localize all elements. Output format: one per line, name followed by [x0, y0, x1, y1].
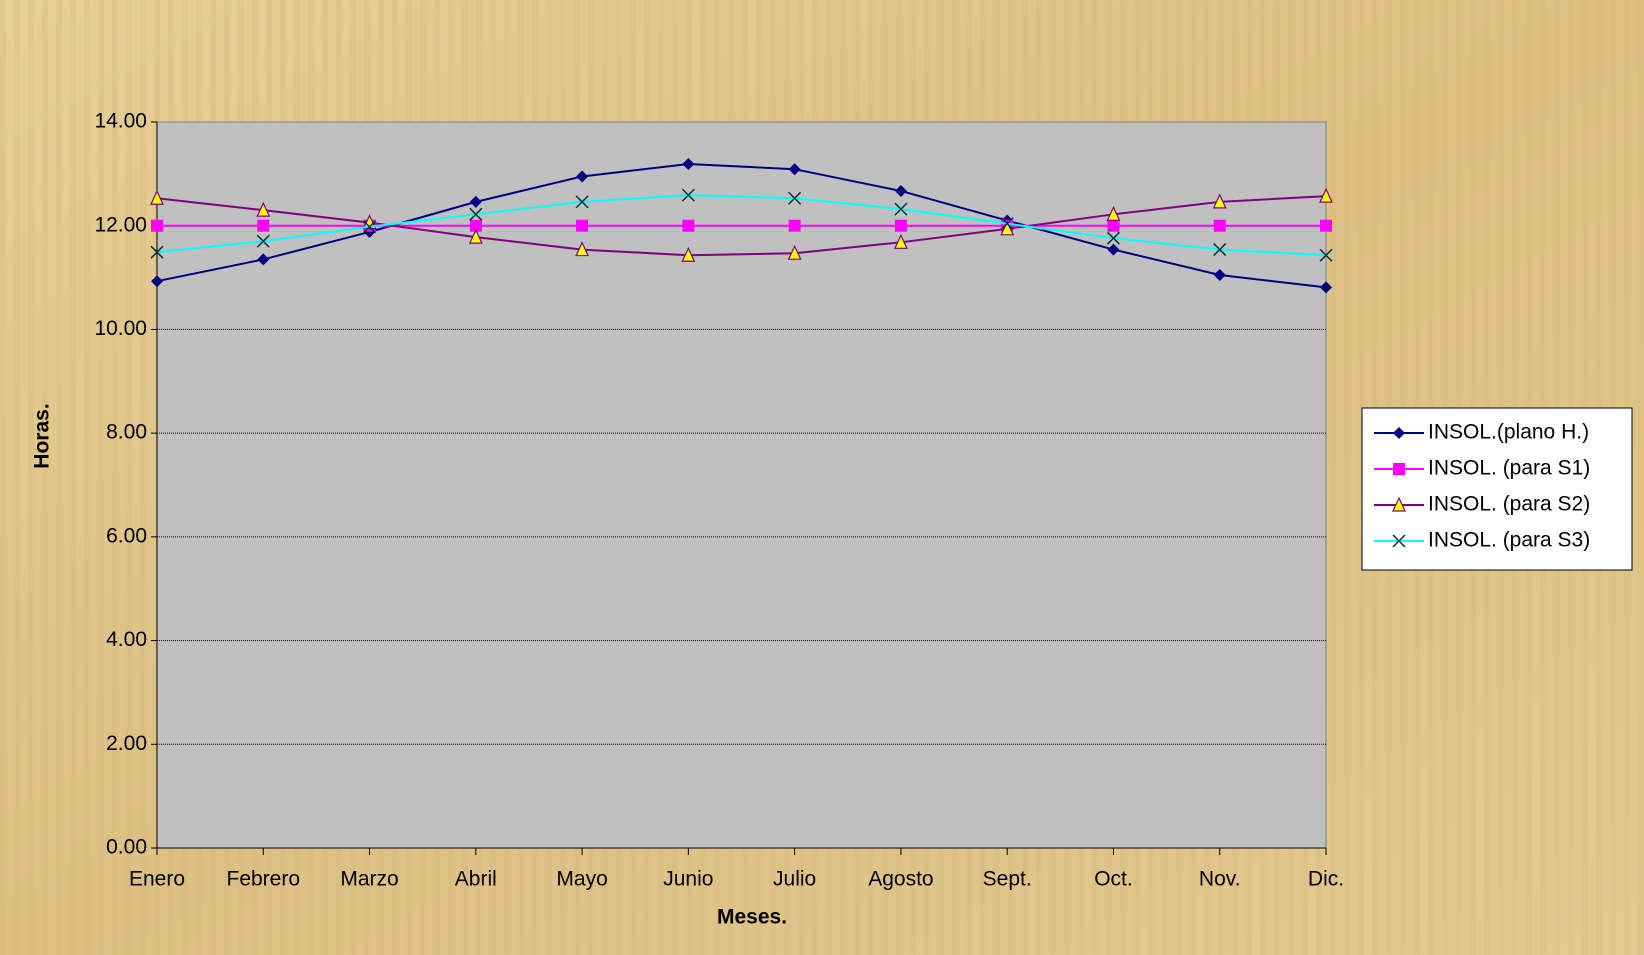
data-point: [1106, 231, 1120, 245]
x-tick-label: Nov.: [1199, 868, 1241, 891]
data-point: [788, 219, 801, 232]
data-point: [682, 219, 695, 232]
x-tick-label: Marzo: [340, 868, 398, 891]
y-tick-label: 0.00: [106, 836, 147, 859]
data-point: [468, 228, 483, 244]
x-tick-label: Sept.: [983, 868, 1032, 891]
data-point: [893, 233, 908, 249]
data-point: [150, 245, 164, 259]
data-point: [788, 191, 802, 205]
data-point: [1107, 219, 1120, 232]
data-point: [1000, 217, 1014, 231]
data-point: [1000, 220, 1015, 236]
legend-label: INSOL. (para S2): [1428, 493, 1590, 516]
data-point: [787, 244, 802, 260]
data-point: [469, 219, 482, 232]
legend-marker: [1393, 427, 1405, 439]
series-line: [156, 194, 1327, 257]
x-tick-label: Abril: [455, 868, 497, 891]
series-line: [156, 163, 1327, 289]
y-axis-label: Horas.: [31, 403, 54, 468]
data-point: [1213, 219, 1226, 232]
legend-label: INSOL. (para S3): [1428, 529, 1590, 552]
data-point: [1320, 281, 1332, 294]
y-tick-label: 12.00: [94, 213, 147, 236]
data-point: [1213, 268, 1226, 281]
series-line: [156, 195, 1327, 257]
data-point: [469, 195, 482, 208]
data-point: [256, 201, 271, 217]
legend-marker: [1392, 496, 1406, 512]
x-tick-label: Oct.: [1094, 868, 1133, 891]
data-point: [575, 241, 590, 257]
x-tick-label: Enero: [129, 868, 185, 891]
data-point: [1107, 243, 1120, 256]
data-point: [1320, 219, 1332, 232]
x-axis-label: Meses.: [717, 906, 787, 929]
y-tick-label: 10.00: [94, 317, 147, 340]
data-point: [151, 219, 163, 232]
data-point: [151, 275, 163, 288]
y-tick-label: 8.00: [106, 421, 147, 444]
plot-area: [156, 121, 1327, 849]
y-tick-label: 14.00: [94, 110, 147, 133]
legend: [1361, 407, 1633, 571]
data-point: [682, 158, 695, 171]
legend-marker: [1393, 463, 1405, 475]
data-point: [1319, 248, 1333, 262]
data-point: [1319, 187, 1333, 203]
data-point: [362, 214, 377, 230]
data-point: [894, 202, 908, 216]
x-tick-label: Febrero: [227, 868, 301, 891]
data-point: [575, 195, 589, 209]
legend-marker: [1392, 534, 1406, 548]
data-point: [894, 184, 907, 197]
data-point: [1106, 205, 1121, 221]
y-tick-label: 4.00: [106, 628, 147, 651]
data-point: [576, 170, 589, 183]
legend-label: INSOL. (para S1): [1428, 457, 1590, 480]
x-tick-label: Julio: [773, 868, 816, 891]
x-tick-label: Junio: [663, 868, 713, 891]
x-tick-label: Dic.: [1308, 868, 1344, 891]
y-tick-label: 6.00: [106, 524, 147, 547]
data-point: [894, 219, 907, 232]
data-point: [257, 219, 270, 232]
data-point: [1212, 193, 1227, 209]
x-tick-label: Mayo: [556, 868, 607, 891]
data-point: [363, 220, 377, 234]
data-point: [1213, 243, 1227, 257]
y-tick-label: 2.00: [106, 732, 147, 755]
data-point: [681, 188, 695, 202]
data-point: [681, 246, 696, 262]
data-point: [257, 253, 270, 266]
data-point: [788, 163, 801, 176]
legend-label: INSOL.(plano H.): [1428, 421, 1589, 444]
x-tick-label: Agosto: [868, 868, 933, 891]
data-point: [576, 219, 589, 232]
data-point: [150, 189, 164, 205]
data-point: [256, 234, 270, 248]
data-point: [469, 207, 483, 221]
